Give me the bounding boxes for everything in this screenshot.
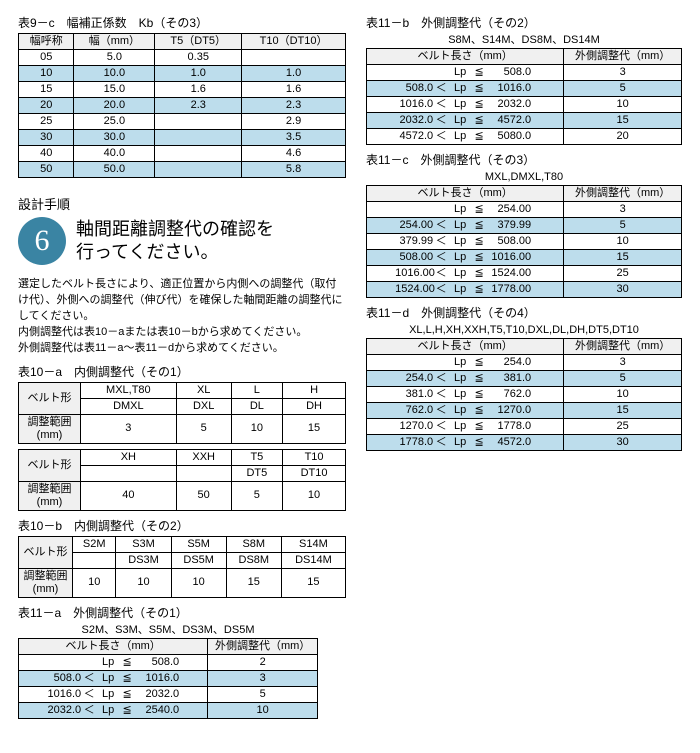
- t9c-table: 幅呼称幅（mm）T5（DT5）T10（DT10）055.00.351010.01…: [18, 33, 346, 178]
- t11b-title: 表11－b 外側調整代（その2）: [366, 14, 682, 31]
- right-column: 表11－b 外側調整代（その2） S8M、S14M、DS8M、DS14Mベルト長…: [366, 8, 682, 719]
- step-label: 設計手順: [18, 194, 346, 213]
- step-heading-line1: 軸間距離調整代の確認を: [76, 219, 274, 239]
- step-heading-line2: 行ってください。: [76, 242, 219, 262]
- t11d-title: 表11－d 外側調整代（その4）: [366, 304, 682, 321]
- left-column: 表9－c 幅補正係数 Kb（その3） 幅呼称幅（mm）T5（DT5）T10（DT…: [18, 8, 346, 719]
- t11a-table: S2M、S3M、S5M、DS3M、DS5Mベルト長さ（mm）外側調整代（mm）L…: [18, 623, 318, 719]
- t10b-title: 表10－b 内側調整代（その2）: [18, 517, 346, 534]
- step-row: 6 軸間距離調整代の確認を 行ってください。: [18, 217, 346, 265]
- para-line3: 外側調整代は表11－a～表11－dから求めてください。: [18, 342, 284, 354]
- t10a-table: ベルト形MXL,T80XLLHDMXLDXLDLDH調整範囲(mm)351015…: [18, 382, 346, 511]
- t11c-table: MXL,DMXL,T80ベルト長さ（mm）外側調整代（mm）Lp≦254.003…: [366, 170, 682, 298]
- paragraph: 選定したベルト長さにより、適正位置から内側への調整代（取付け代）、外側への調整代…: [18, 277, 346, 357]
- para-line1: 選定したベルト長さにより、適正位置から内側への調整代（取付け代）、外側への調整代…: [18, 278, 343, 322]
- step-heading: 軸間距離調整代の確認を 行ってください。: [76, 218, 274, 265]
- t9c-title: 表9－c 幅補正係数 Kb（その3）: [18, 14, 346, 31]
- para-line2: 内側調整代は表10－aまたは表10－bから求めてください。: [18, 326, 307, 338]
- step-number-circle: 6: [18, 217, 66, 265]
- t11b-table: S8M、S14M、DS8M、DS14Mベルト長さ（mm）外側調整代（mm）Lp≦…: [366, 33, 682, 145]
- t11a-title: 表11－a 外側調整代（その1）: [18, 604, 346, 621]
- t11c-title: 表11－c 外側調整代（その3）: [366, 151, 682, 168]
- t11d-table: XL,L,H,XH,XXH,T5,T10,DXL,DL,DH,DT5,DT10ベ…: [366, 323, 682, 451]
- t10b-table: ベルト形S2MS3MS5MS8MS14MDS3MDS5MDS8MDS14M調整範…: [18, 536, 346, 598]
- t10a-title: 表10－a 内側調整代（その1）: [18, 363, 346, 380]
